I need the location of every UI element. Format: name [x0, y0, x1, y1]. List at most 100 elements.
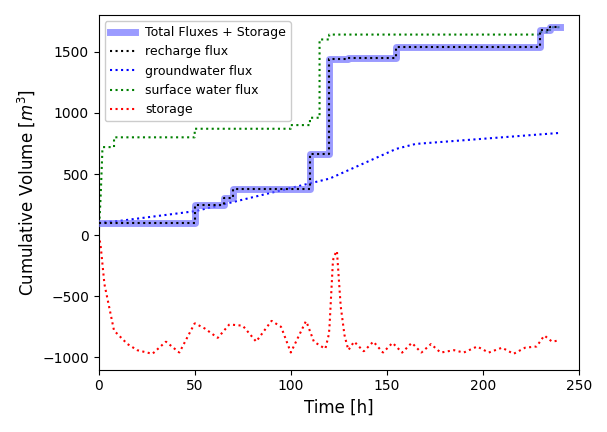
groundwater flux — [344, 168, 351, 173]
surface water flux — [101, 145, 108, 150]
Total Fluxes + Storage — [114, 220, 121, 226]
surface water flux — [556, 25, 563, 30]
Total Fluxes + Storage — [345, 57, 352, 62]
surface water flux — [110, 145, 117, 150]
Total Fluxes + Storage — [220, 196, 227, 201]
storage — [95, 232, 103, 238]
surface water flux — [97, 191, 104, 196]
recharge flux — [307, 186, 314, 191]
surface water flux — [107, 145, 115, 150]
Total Fluxes + Storage — [556, 25, 563, 30]
surface water flux — [104, 145, 111, 150]
recharge flux — [114, 220, 121, 226]
Line: recharge flux: recharge flux — [99, 27, 560, 223]
Total Fluxes + Storage — [307, 186, 314, 191]
recharge flux — [220, 202, 227, 207]
recharge flux — [537, 44, 544, 49]
surface water flux — [546, 25, 554, 30]
surface water flux — [191, 135, 198, 140]
surface water flux — [104, 145, 112, 150]
surface water flux — [108, 145, 115, 150]
surface water flux — [287, 123, 294, 128]
surface water flux — [109, 145, 116, 150]
surface water flux — [97, 202, 104, 207]
surface water flux — [107, 145, 114, 150]
Total Fluxes + Storage — [537, 27, 544, 32]
storage — [389, 340, 396, 346]
recharge flux — [191, 202, 198, 207]
groundwater flux — [314, 179, 321, 184]
surface water flux — [325, 37, 333, 42]
Total Fluxes + Storage — [114, 220, 121, 226]
storage — [123, 341, 131, 346]
Y-axis label: Cumulative Volume [$m^3$]: Cumulative Volume [$m^3$] — [15, 89, 36, 296]
recharge flux — [220, 196, 227, 201]
storage — [364, 346, 371, 351]
surface water flux — [287, 126, 294, 131]
surface water flux — [102, 145, 109, 150]
surface water flux — [96, 213, 103, 218]
surface water flux — [99, 148, 106, 153]
Total Fluxes + Storage — [546, 27, 554, 32]
Total Fluxes + Storage — [191, 220, 198, 226]
storage — [375, 346, 382, 351]
recharge flux — [556, 25, 563, 30]
Line: Total Fluxes + Storage: Total Fluxes + Storage — [99, 27, 560, 223]
recharge flux — [114, 220, 121, 226]
surface water flux — [95, 232, 103, 238]
recharge flux — [95, 220, 103, 226]
recharge flux — [229, 186, 237, 191]
recharge flux — [345, 57, 352, 62]
surface water flux — [110, 135, 118, 140]
Total Fluxes + Storage — [325, 152, 333, 157]
surface water flux — [100, 145, 107, 150]
surface water flux — [101, 145, 109, 150]
Total Fluxes + Storage — [95, 220, 103, 226]
Line: groundwater flux: groundwater flux — [99, 133, 560, 223]
Total Fluxes + Storage — [325, 57, 333, 62]
Total Fluxes + Storage — [220, 202, 227, 207]
surface water flux — [100, 145, 107, 150]
surface water flux — [307, 115, 314, 121]
storage — [446, 349, 453, 354]
surface water flux — [110, 145, 118, 150]
surface water flux — [106, 145, 114, 150]
storage — [492, 347, 500, 353]
Total Fluxes + Storage — [556, 25, 563, 30]
surface water flux — [325, 32, 333, 37]
surface water flux — [537, 32, 544, 37]
recharge flux — [393, 44, 400, 49]
Total Fluxes + Storage — [393, 55, 400, 60]
recharge flux — [191, 220, 198, 226]
Total Fluxes + Storage — [191, 202, 198, 207]
recharge flux — [325, 57, 333, 62]
Total Fluxes + Storage — [307, 152, 314, 157]
surface water flux — [556, 25, 563, 30]
recharge flux — [546, 25, 554, 30]
surface water flux — [103, 145, 110, 150]
Total Fluxes + Storage — [229, 186, 237, 191]
surface water flux — [537, 29, 544, 35]
recharge flux — [393, 55, 400, 60]
surface water flux — [106, 145, 113, 150]
surface water flux — [105, 145, 112, 150]
groundwater flux — [556, 130, 563, 136]
groundwater flux — [95, 220, 103, 226]
groundwater flux — [473, 137, 480, 142]
surface water flux — [95, 222, 103, 228]
recharge flux — [556, 25, 563, 30]
Line: surface water flux: surface water flux — [99, 27, 560, 235]
surface water flux — [316, 37, 323, 42]
Line: storage: storage — [99, 235, 560, 354]
Legend: Total Fluxes + Storage, recharge flux, groundwater flux, surface water flux, sto: Total Fluxes + Storage, recharge flux, g… — [105, 21, 291, 121]
surface water flux — [98, 162, 106, 168]
recharge flux — [546, 27, 554, 32]
recharge flux — [345, 55, 352, 60]
storage — [149, 351, 156, 356]
surface water flux — [98, 176, 105, 181]
surface water flux — [109, 145, 117, 150]
surface water flux — [402, 32, 410, 37]
surface water flux — [402, 32, 410, 37]
surface water flux — [103, 145, 110, 150]
surface water flux — [107, 145, 115, 150]
